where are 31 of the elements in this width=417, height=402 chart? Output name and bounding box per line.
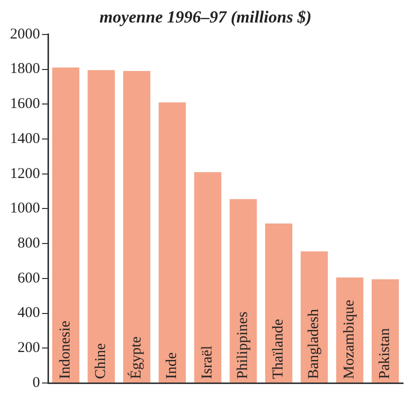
y-tick-label: 1600 [10,96,40,112]
x-tick-label: Chine [93,342,110,379]
bar [123,71,150,382]
y-tick-label: 1400 [10,130,40,147]
y-tick-label: 600 [18,270,40,286]
y-tick-label: 800 [18,235,40,252]
x-tick-label: Pakistan [377,328,394,379]
x-tick-label: Israël [200,346,216,379]
x-tick-label: Thaïlande [270,318,287,379]
bar [158,102,186,382]
y-tick-label: 400 [18,305,40,322]
y-tick-label: 2000 [10,26,40,42]
bar [300,251,328,382]
bar [230,199,257,382]
bar [88,70,115,382]
x-tick-label: Égypte [128,336,145,379]
y-tick-label: 0 [32,374,40,391]
y-tick-label: 200 [18,340,40,356]
x-tick-label: Indonesie [58,320,74,379]
bar [265,224,292,382]
x-tick-label: Bangladesh [306,308,322,379]
x-tick-label: Mozambique [342,300,358,379]
y-tick-label: 1000 [10,200,40,217]
chart-title: moyenne 1996–97 (millions $) [99,8,312,27]
x-tick-label: Philippines [235,311,252,379]
x-tick-label: Inde [164,352,180,379]
bar [52,68,80,382]
y-tick-label: 1200 [10,166,40,182]
y-tick-label: 1800 [10,61,40,78]
bar [194,172,222,382]
bar [372,279,399,382]
